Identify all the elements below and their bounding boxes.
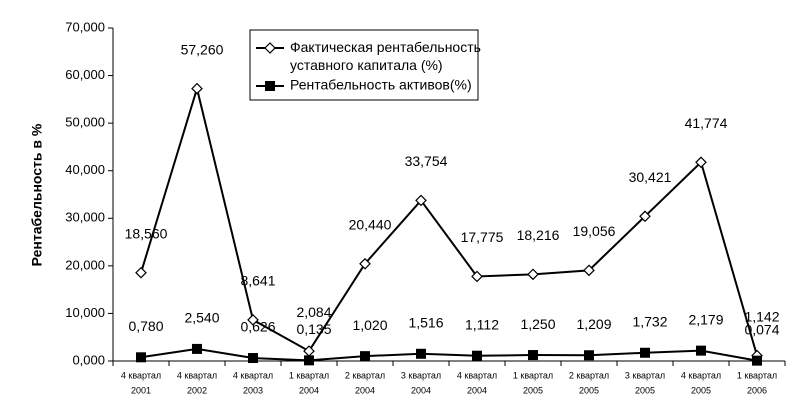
- data-label: 30,421: [629, 169, 672, 185]
- data-label: 18,560: [125, 225, 168, 241]
- x-tick-label: 3 квартал: [401, 370, 441, 380]
- legend-label: Рентабельность активов(%): [290, 77, 472, 93]
- x-tick-label: 2003: [243, 385, 263, 395]
- x-tick-label: 2004: [299, 385, 319, 395]
- x-tick-label: 2004: [467, 385, 487, 395]
- data-label: 1,112: [465, 316, 499, 332]
- marker: [527, 268, 539, 281]
- x-tick-label: 2006: [747, 385, 767, 395]
- x-tick-label: 4 квартал: [681, 370, 721, 380]
- marker: [639, 210, 651, 223]
- marker: [752, 355, 762, 366]
- marker: [247, 314, 259, 326]
- x-tick-label: 2005: [523, 385, 543, 395]
- marker: [583, 264, 595, 277]
- x-tick-label: 2 квартал: [569, 370, 609, 380]
- x-tick-label: 2001: [131, 385, 151, 395]
- x-tick-label: 2005: [635, 385, 655, 395]
- y-tick-label: 60,000: [65, 67, 105, 82]
- data-label: 1,209: [576, 316, 611, 332]
- data-label: 2,540: [184, 310, 219, 326]
- data-label: 0,074: [744, 321, 779, 337]
- y-tick-label: 20,000: [65, 257, 105, 272]
- marker: [696, 345, 706, 356]
- data-label: 1,142: [744, 308, 779, 324]
- x-tick-label: 1 квартал: [513, 370, 553, 380]
- marker: [640, 347, 650, 358]
- marker: [695, 156, 707, 169]
- marker: [303, 345, 315, 357]
- marker: [472, 350, 482, 361]
- data-label: 19,056: [573, 223, 616, 239]
- y-tick-label: 40,000: [65, 162, 105, 177]
- data-label: 0,135: [296, 321, 331, 337]
- data-label: 1,250: [520, 316, 555, 332]
- series-line: [140, 347, 758, 362]
- data-label: 0,626: [240, 319, 275, 335]
- x-tick-label: 2004: [411, 385, 431, 395]
- legend-box: [249, 29, 479, 101]
- legend-label: Фактическая рентабельность уставного капи…: [290, 39, 481, 73]
- marker: [135, 266, 147, 279]
- data-label: 8,641: [240, 273, 275, 289]
- y-tick-label: 70,000: [65, 19, 105, 34]
- marker: [191, 82, 203, 95]
- data-label: 1,732: [632, 313, 667, 329]
- x-tick-label: 4 квартал: [121, 370, 161, 380]
- marker: [192, 343, 202, 354]
- marker: [471, 270, 483, 283]
- x-tick-label: 2005: [691, 385, 711, 395]
- y-axis-label: Рентабельность в %: [29, 123, 45, 266]
- x-tick-label: 4 квартал: [233, 370, 273, 380]
- x-tick-label: 4 квартал: [457, 370, 497, 380]
- marker: [416, 348, 426, 359]
- y-tick-label: 0,000: [72, 352, 105, 367]
- data-label: 2,084: [296, 304, 331, 320]
- x-tick-label: 1 квартал: [737, 370, 777, 380]
- y-tick-label: 30,000: [65, 210, 105, 225]
- data-label: 41,774: [685, 115, 728, 131]
- legend-marker: [265, 81, 275, 91]
- x-tick-label: 2004: [355, 385, 375, 395]
- data-label: 17,775: [461, 229, 504, 245]
- x-tick-label: 3 квартал: [625, 370, 665, 380]
- marker: [248, 353, 258, 364]
- data-label: 20,440: [349, 216, 392, 232]
- data-label: 1,516: [408, 314, 443, 330]
- marker: [528, 350, 538, 361]
- x-tick-label: 4 квартал: [177, 370, 217, 380]
- data-label: 18,216: [517, 227, 560, 243]
- data-label: 33,754: [405, 153, 448, 169]
- marker: [415, 194, 427, 207]
- marker: [136, 352, 146, 363]
- y-tick-label: 50,000: [65, 115, 105, 130]
- x-tick-label: 2005: [579, 385, 599, 395]
- legend-marker: [264, 42, 276, 54]
- marker: [584, 350, 594, 361]
- marker: [359, 257, 371, 270]
- y-tick-label: 10,000: [65, 305, 105, 320]
- data-label: 0,780: [128, 318, 163, 334]
- data-label: 2,179: [688, 311, 723, 327]
- x-tick-label: 2002: [187, 385, 207, 395]
- data-label: 57,260: [181, 41, 224, 57]
- marker: [360, 351, 370, 362]
- series-line: [140, 84, 758, 356]
- x-tick-label: 1 квартал: [289, 370, 329, 380]
- x-tick-label: 2 квартал: [345, 370, 385, 380]
- data-label: 1,020: [352, 317, 387, 333]
- marker: [304, 355, 314, 366]
